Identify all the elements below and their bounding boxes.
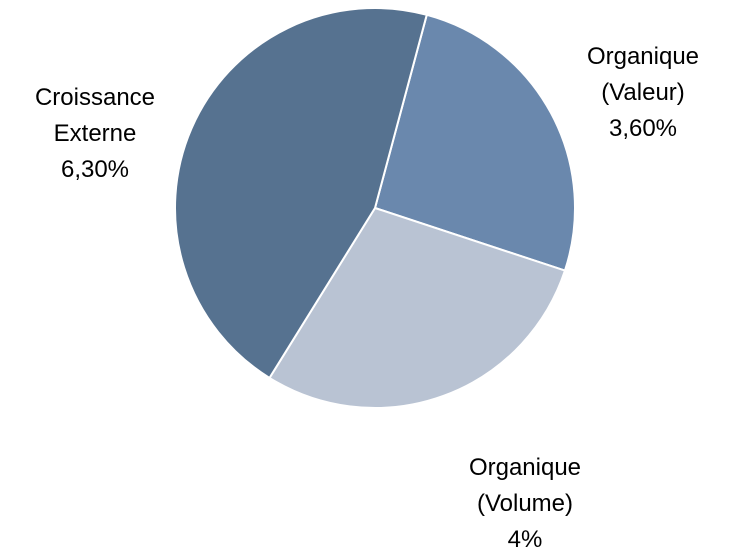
category-label: Organique (Valeur) <box>586 43 700 106</box>
category-label: Croissance Externe <box>34 84 156 147</box>
pie-slice <box>268 206 567 409</box>
pie-slice <box>174 7 428 380</box>
value-label: 3,60% <box>608 115 678 142</box>
category-label: Organique (Volume) <box>468 454 582 517</box>
slice-label: Organique (Valeur) 3,60% <box>573 39 713 147</box>
pie-slice <box>373 13 576 272</box>
value-label: 6,30% <box>60 156 130 183</box>
value-label: 4% <box>507 526 543 553</box>
slice-label: Croissance Externe 6,30% <box>25 80 165 188</box>
slice-label: Organique (Volume) 4% <box>455 450 595 558</box>
